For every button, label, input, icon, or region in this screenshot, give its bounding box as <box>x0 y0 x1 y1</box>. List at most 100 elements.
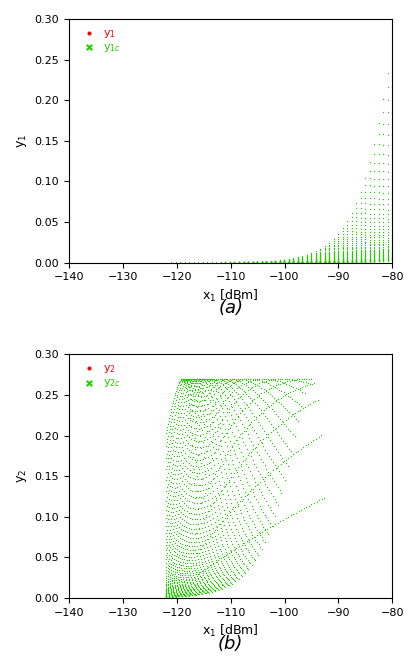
Point <box>287 426 294 436</box>
Point <box>348 236 355 246</box>
Point <box>227 257 233 268</box>
Point <box>357 256 364 266</box>
Point <box>260 394 266 405</box>
Point <box>203 389 210 400</box>
Point <box>281 257 287 268</box>
Point <box>357 243 364 254</box>
Point <box>173 257 179 268</box>
Point <box>236 375 243 386</box>
Point <box>366 220 373 231</box>
Point <box>366 157 373 168</box>
Point <box>270 507 277 518</box>
Point <box>201 434 207 445</box>
Point <box>362 212 369 223</box>
Point <box>317 256 323 267</box>
Point <box>186 567 193 578</box>
Point <box>174 589 181 600</box>
Point <box>195 401 202 412</box>
Point <box>186 257 193 268</box>
Point <box>384 254 391 264</box>
Point <box>190 508 197 519</box>
Point <box>326 257 333 268</box>
Point <box>204 257 211 268</box>
Point <box>344 251 351 262</box>
Point <box>177 257 184 268</box>
Point <box>335 256 341 267</box>
Point <box>263 257 269 268</box>
Point <box>191 563 197 573</box>
Point <box>263 257 269 268</box>
Point <box>186 257 193 268</box>
Point <box>172 469 178 480</box>
Point <box>285 593 292 603</box>
Point <box>163 513 169 523</box>
Point <box>195 257 202 268</box>
Point <box>308 255 315 266</box>
Point <box>267 257 274 268</box>
Point <box>281 257 287 268</box>
Point <box>181 257 188 268</box>
Point <box>184 463 191 474</box>
Point <box>182 374 189 384</box>
Point <box>164 434 171 444</box>
Point <box>249 257 256 268</box>
Point <box>215 404 222 415</box>
Point <box>219 459 226 470</box>
Point <box>220 431 227 442</box>
Point <box>281 255 287 266</box>
Point <box>248 422 255 432</box>
Point <box>282 475 288 486</box>
Point <box>305 438 312 449</box>
Point <box>169 482 176 492</box>
Point <box>185 470 191 481</box>
Point <box>276 384 282 395</box>
Point <box>182 390 189 400</box>
Point <box>166 549 172 560</box>
Point <box>229 414 236 424</box>
Point <box>221 386 228 396</box>
Point <box>240 257 247 268</box>
Point <box>249 256 256 267</box>
Point <box>183 536 189 547</box>
Point <box>192 503 199 514</box>
Point <box>317 254 323 265</box>
Point <box>190 577 197 588</box>
Point <box>167 420 173 431</box>
Point <box>241 378 248 389</box>
Point <box>213 408 220 419</box>
Point <box>371 256 378 266</box>
Point <box>194 554 201 565</box>
Point <box>207 540 214 551</box>
Point <box>189 586 195 597</box>
Point <box>213 374 220 384</box>
Point <box>281 257 287 268</box>
Point <box>269 520 276 531</box>
Point <box>186 385 193 396</box>
Point <box>176 577 182 587</box>
Point <box>195 574 202 585</box>
Point <box>173 257 179 268</box>
Point <box>246 523 253 534</box>
Point <box>209 527 216 538</box>
Point <box>168 539 175 549</box>
Point <box>285 257 292 268</box>
Point <box>196 420 202 430</box>
Point <box>187 378 194 389</box>
Point <box>216 561 222 572</box>
Point <box>236 443 243 454</box>
Point <box>253 388 260 399</box>
Point <box>177 388 184 398</box>
Point <box>184 376 191 387</box>
Point <box>375 236 382 247</box>
Point <box>170 499 176 509</box>
Point <box>235 462 242 472</box>
Point <box>375 149 382 159</box>
Point <box>203 569 210 580</box>
Point <box>175 387 181 398</box>
Point <box>168 257 175 268</box>
Point <box>235 257 242 268</box>
Point <box>231 257 238 268</box>
Point <box>222 257 229 268</box>
Point <box>303 257 310 268</box>
Point <box>344 257 351 268</box>
